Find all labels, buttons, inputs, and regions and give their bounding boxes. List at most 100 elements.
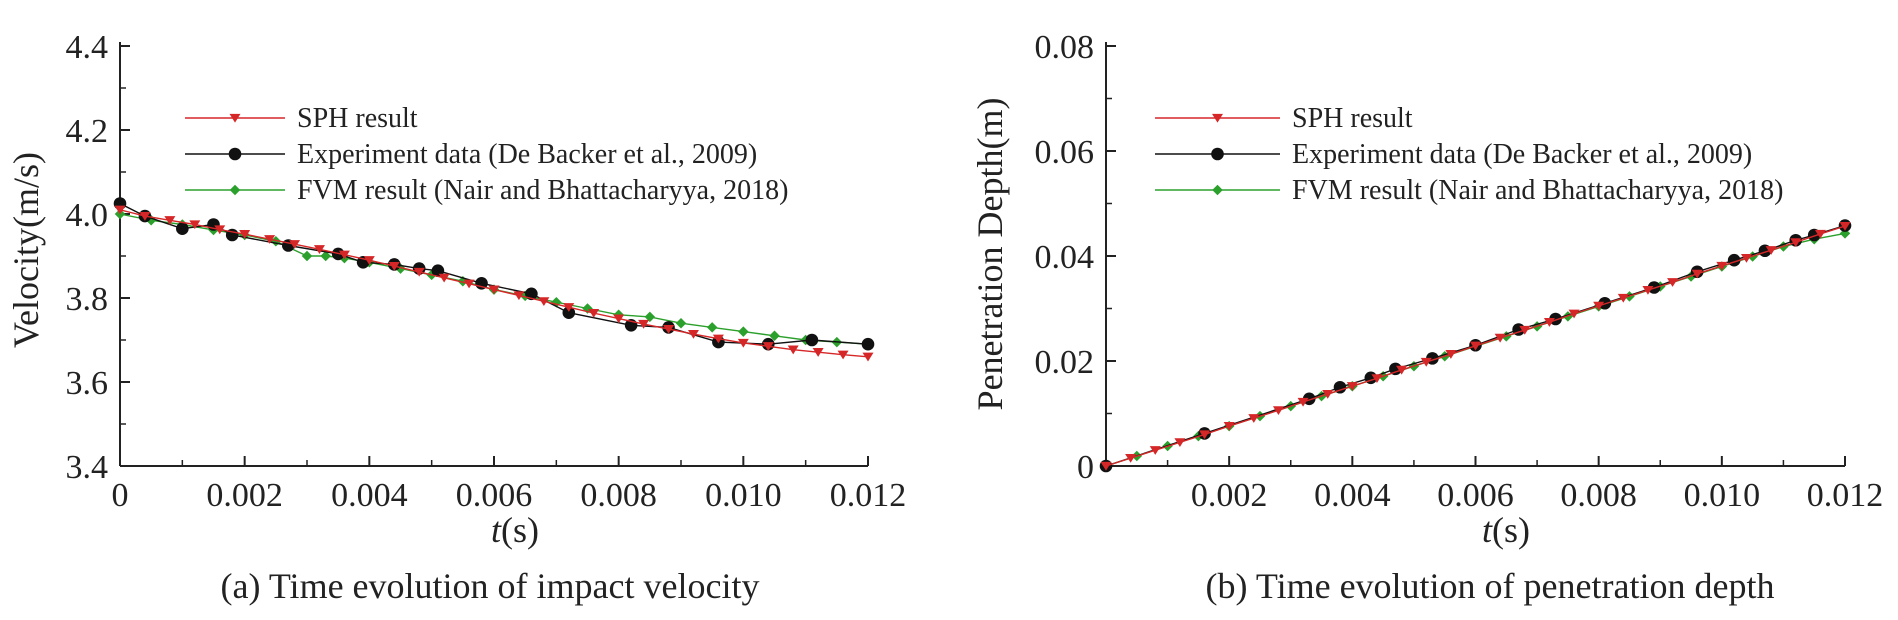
panel-a-ytick-label: 3.8: [66, 281, 109, 318]
panel-a-xtick-label: 0.008: [580, 477, 657, 514]
panel-b-series-0-point: [1765, 246, 1777, 255]
panel-a-series-0-point: [762, 342, 774, 351]
panel-a-legend-label-1: Experiment data (De Backer et al., 2009): [297, 139, 757, 170]
panel-a-xtick-label: 0.012: [830, 477, 907, 514]
panel-a-legend-marker-1: [228, 147, 242, 161]
panel-b-series-0-point: [1174, 438, 1186, 448]
panel-a-series-0-point: [837, 350, 849, 360]
panel-a-series-0-point: [388, 261, 400, 271]
panel-b-series-0-point: [1568, 309, 1580, 319]
panel-b-series-0-point: [1667, 278, 1679, 287]
panel-a-ytick-label: 4.2: [66, 113, 109, 150]
panel-b-series-0-point: [1445, 350, 1457, 359]
panel-b-xtick-label: 0.004: [1314, 477, 1391, 514]
panel-a-xtick-label: 0.002: [206, 477, 283, 514]
panel-b-xlabel: t(s): [1482, 510, 1530, 550]
panel-b-caption: (b) Time evolution of penetration depth: [1206, 566, 1775, 606]
panel-a-series-0-point: [264, 235, 276, 244]
panel-b-series-0-point: [1272, 406, 1284, 416]
panel-a-series-0-point: [363, 256, 375, 265]
panel-b-series-0-point: [1248, 414, 1260, 423]
panel-b-series-0-point: [1470, 341, 1481, 351]
panel-b-xtick-label: 0.002: [1191, 477, 1268, 514]
panel-b-legend-label-2: FVM result (Nair and Bhattacharyya, 2018…: [1292, 175, 1783, 206]
panel-b-xtick-label: 0.006: [1437, 477, 1514, 514]
panel-b-series-0-point: [1814, 229, 1826, 239]
panel-b-series-0-point: [1790, 238, 1802, 248]
panel-a-ytick-label: 3.6: [66, 365, 109, 402]
panel-a-series-0-point: [438, 273, 450, 283]
panel-b-series-0-point: [1543, 318, 1555, 327]
panel-a-series-0-point: [862, 352, 874, 362]
panel-b-series-0-point: [1396, 365, 1408, 375]
panel-a-series-0-point: [663, 324, 675, 334]
panel-b-series-0-point: [1420, 357, 1432, 367]
panel-b-xtick-label: 0.010: [1684, 477, 1761, 514]
panel-b-chart: 0 0.02 0.04 0.06 0.08 0.002 0.004 0.006 0.008 0.0…: [970, 29, 1883, 606]
panel-a-series-1-point: [525, 287, 538, 301]
panel-b-series-0-point: [1716, 261, 1728, 271]
panel-a-ylabel: Velocity(m/s): [6, 152, 46, 348]
panel-b-legend-label-1: Experiment data (De Backer et al., 2009): [1292, 139, 1752, 170]
panel-a-series-0-point: [513, 291, 525, 301]
panel-a-series-0-point: [563, 303, 575, 312]
panel-a-series-1-point: [805, 333, 819, 347]
panel-b-series-0-point: [1223, 421, 1235, 431]
panel-b-series-1-point: [1389, 362, 1402, 376]
panel-a-series-1-point: [176, 222, 189, 235]
panel-a-xtick-label: 0.004: [331, 477, 408, 514]
panel-b-ylabel: Penetration Depth(m): [970, 98, 1010, 411]
panel-a-series-0-point: [139, 211, 151, 221]
panel-b-legend-marker-2: [1212, 184, 1223, 196]
panel-b-series-0-point: [1519, 325, 1531, 335]
panel-a-series-0-point: [787, 345, 799, 355]
panel-b-xtick-label: 0.008: [1560, 477, 1637, 514]
panel-a-ytick-label: 4.0: [66, 197, 109, 234]
panel-a-xlabel: t(s): [491, 510, 539, 550]
panel-a-xtick-label: 0.010: [705, 477, 782, 514]
panel-b-ytick-label: 0.02: [1035, 344, 1095, 381]
panel-b-series-0-point: [1149, 446, 1161, 455]
panel-a-series-0-point: [737, 338, 749, 348]
panel-b-series-0-point: [1617, 293, 1629, 303]
panel-a-series-0-point: [413, 267, 425, 277]
panel-b-ytick-label: 0.08: [1035, 29, 1095, 66]
panel-a-xtick-label: 0: [112, 477, 129, 514]
panel-a-chart: 3.4 3.6 3.8 4.0 4.2 4.4 0 0.002 0.004 0.006 0.008 0…: [6, 29, 906, 606]
panel-a-series-1-point: [861, 337, 875, 351]
panel-b-series-0-point: [1297, 397, 1309, 407]
panel-b-ytick-label: 0.04: [1035, 239, 1095, 276]
panel-b-series-0-point: [1125, 454, 1137, 463]
panel-b-series-1-point: [1333, 380, 1347, 394]
panel-a-series-2-point: [769, 330, 780, 342]
panel-a-series-0-point: [638, 319, 650, 329]
panel-a-series-0-point: [214, 225, 226, 235]
panel-a-ytick-label: 3.4: [66, 449, 109, 486]
panel-a-legend-marker-2: [229, 184, 241, 196]
panel-a-xtick-label: 0.006: [456, 477, 533, 514]
panel-a-series-0-point: [239, 230, 251, 239]
panel-a-caption: (a) Time evolution of impact velocity: [221, 566, 760, 606]
panel-b-xtick-label: 0.012: [1807, 477, 1884, 514]
panel-a-series-0-point: [712, 334, 724, 344]
panel-a-xlabel-var: t: [491, 510, 502, 550]
panel-a-series-0-point: [588, 308, 600, 318]
panel-a-series-0-point: [812, 348, 824, 357]
panel-a-series-0-point: [313, 245, 325, 254]
panel-b-legend-marker-1: [1211, 147, 1224, 161]
panel-a-series-0-point: [538, 297, 550, 307]
panel-a-series-0-point: [189, 220, 201, 230]
panel-b-series-0-point: [1593, 301, 1605, 311]
panel-a-series-2-point: [301, 250, 313, 262]
panel-b-series-0-point: [1839, 221, 1851, 231]
panel-b-ytick-label: 0.06: [1035, 134, 1095, 171]
panel-b-xlabel-var: t: [1482, 510, 1493, 550]
panel-a-series-2-point: [675, 317, 687, 329]
panel-a-series-0-point: [114, 205, 126, 215]
panel-a-series-0-point: [463, 279, 475, 289]
panel-a-series-line-0: [119, 209, 869, 358]
panel-b-series-0-point: [1740, 253, 1752, 263]
panel-b-series-0-point: [1199, 430, 1211, 440]
